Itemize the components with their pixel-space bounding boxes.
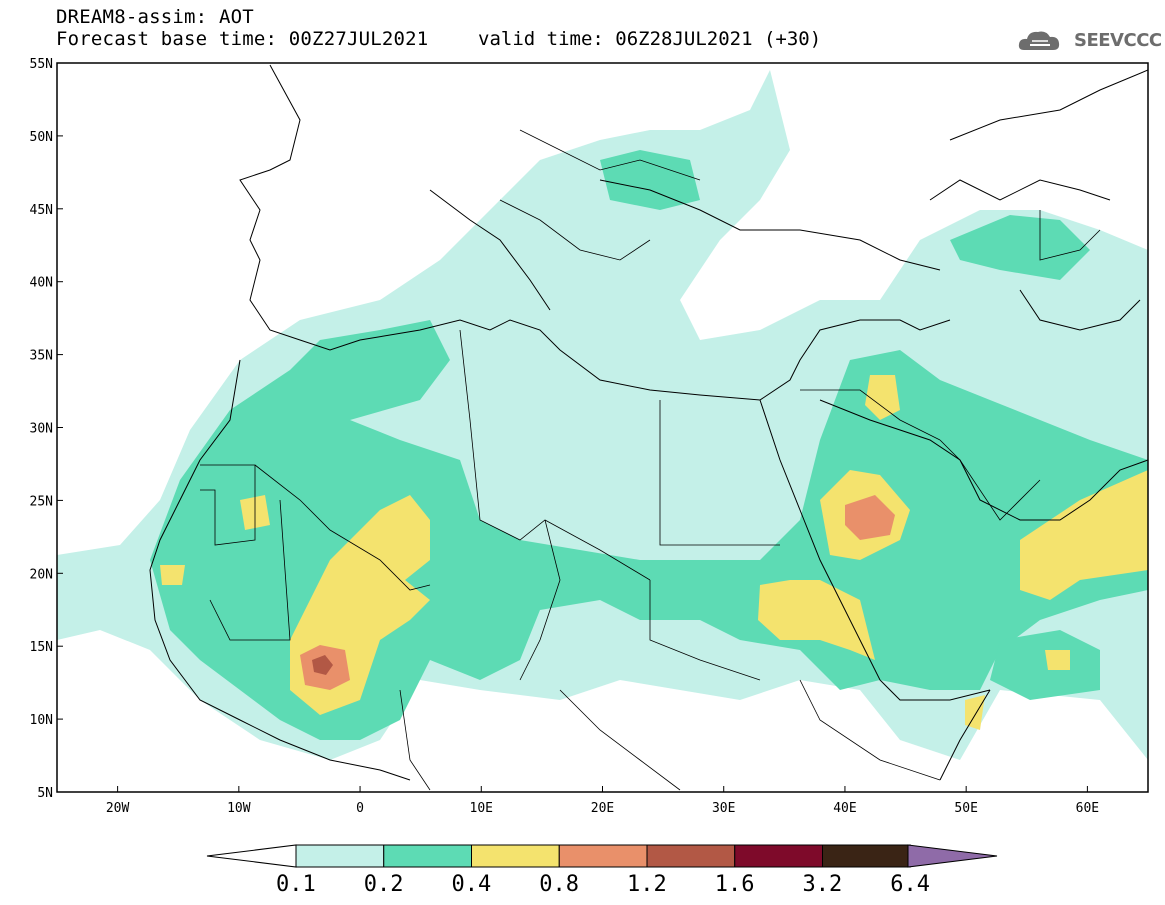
lat-tick-label: 20N <box>30 567 53 582</box>
lon-tick-label: 30E <box>712 801 735 816</box>
lat-tick-label: 55N <box>30 57 53 72</box>
cloud-logo-icon <box>1018 31 1060 50</box>
colorbar-label: 6.4 <box>890 872 930 897</box>
colorbar-left-arrow <box>206 844 297 868</box>
colorbar-label: 0.2 <box>363 872 404 897</box>
colorbar-swatch <box>295 844 385 868</box>
lat-tick-label: 30N <box>30 422 53 437</box>
colorbar-right-arrow <box>907 844 998 868</box>
aot-level-1.2 <box>312 655 333 675</box>
colorbar-swatch <box>734 844 823 868</box>
lon-tick-label: 10W <box>227 801 251 816</box>
lat-tick-label: 40N <box>30 276 53 291</box>
lat-tick-label: 25N <box>30 494 53 509</box>
country-borders <box>200 129 1101 791</box>
lon-tick-label: 0 <box>356 801 364 816</box>
colorbar-label: 0.1 <box>276 872 316 897</box>
lat-tick-label: 50N <box>30 130 53 145</box>
colorbar-label: 1.2 <box>627 872 667 897</box>
map-title: DREAM8-assim: AOT <box>56 6 254 28</box>
lon-tick-label: 10E <box>470 801 493 816</box>
colorbar <box>206 844 998 868</box>
colorbar-swatch <box>383 844 472 868</box>
lon-tick-label: 20E <box>591 801 614 816</box>
lon-tick-label: 50E <box>954 801 977 816</box>
lon-tick-label: 60E <box>1076 801 1099 816</box>
colorbar-swatch <box>471 844 560 868</box>
colorbar-swatch <box>822 844 911 868</box>
colorbar-swatch <box>558 844 648 868</box>
lon-tick-label: 20W <box>106 801 130 816</box>
colorbar-label: 0.8 <box>539 872 579 897</box>
colorbar-label: 3.2 <box>802 872 843 897</box>
lat-tick-label: 10N <box>30 713 53 728</box>
valid-time: valid time: 06Z28JUL2021 (+30) <box>478 28 822 50</box>
lat-tick-label: 35N <box>30 349 53 364</box>
coastlines <box>149 64 1148 781</box>
lat-tick-label: 45N <box>30 203 53 218</box>
aot-level-0.2 <box>150 150 1148 740</box>
logo-text: SEEVCCC <box>1074 30 1162 51</box>
colorbar-label: 0.4 <box>451 872 492 897</box>
aot-contours <box>57 70 1148 760</box>
colorbar-swatch <box>646 844 736 868</box>
longitude-ticks: 20W 10W 0 10E 20E 30E 40E 50E 60E <box>106 786 1099 816</box>
lon-tick-label: 40E <box>833 801 856 816</box>
forecast-base-time: Forecast base time: 00Z27JUL2021 <box>56 28 429 50</box>
lat-tick-label: 5N <box>37 786 53 801</box>
lat-tick-label: 15N <box>30 640 53 655</box>
latitude-ticks: 55N 50N 45N 40N 35N 30N 25N 20N 15N 10N 5N <box>30 57 63 801</box>
colorbar-label: 1.6 <box>714 872 755 897</box>
